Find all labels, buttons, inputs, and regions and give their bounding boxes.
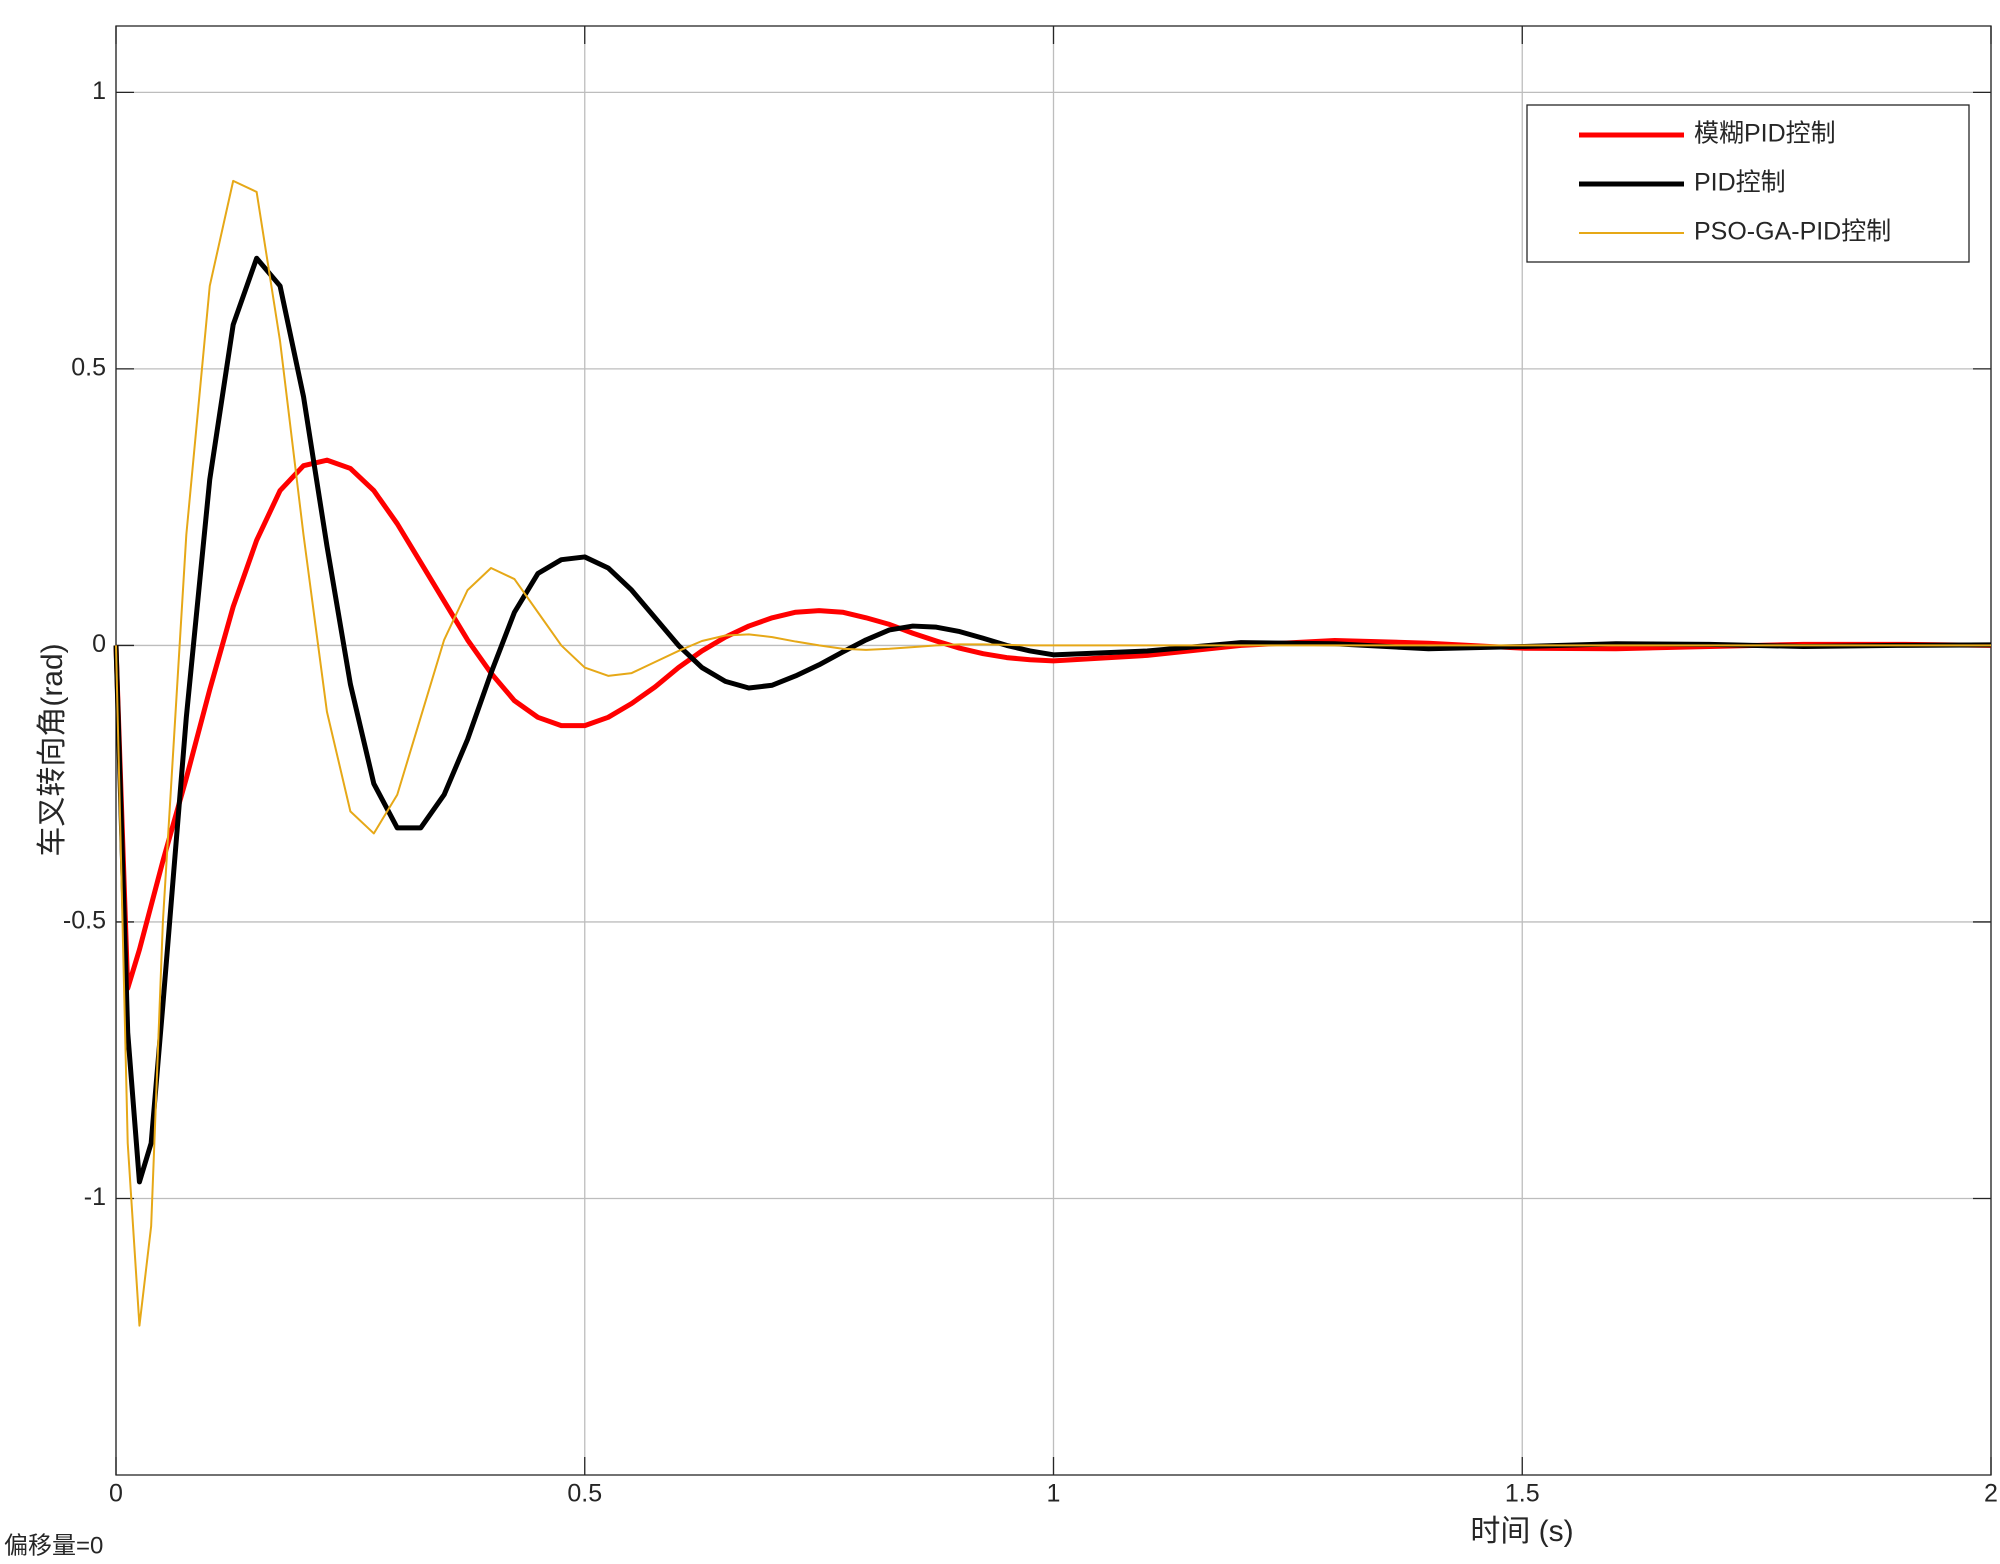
x-tick-label: 1.5 bbox=[1505, 1480, 1540, 1508]
y-tick-label: 0 bbox=[92, 630, 106, 658]
x-tick-label: 1 bbox=[1047, 1480, 1061, 1508]
annotation: 偏移量=0 bbox=[4, 1532, 103, 1559]
x-tick-label: 0 bbox=[109, 1480, 123, 1508]
plot-frame bbox=[115, 25, 1992, 1476]
x-tick-label: 0.5 bbox=[567, 1480, 602, 1508]
y-tick-label: 0.5 bbox=[71, 354, 106, 382]
line-series bbox=[115, 179, 1991, 1327]
y-tick-label: 1 bbox=[92, 77, 106, 105]
x-tick-label: 2 bbox=[1984, 1480, 1998, 1508]
line-series bbox=[113, 255, 1992, 1185]
legend-label: 模糊PID控制 bbox=[1694, 120, 1836, 148]
legend-label: PID控制 bbox=[1694, 169, 1786, 197]
y-tick-label: -1 bbox=[84, 1183, 106, 1211]
legend-label: PSO-GA-PID控制 bbox=[1694, 218, 1891, 246]
x-axis-label: 时间 (s) bbox=[1470, 1515, 1573, 1548]
y-axis-label: 车叉转向角(rad) bbox=[36, 643, 69, 856]
y-tick-label: -0.5 bbox=[63, 907, 106, 935]
line-series bbox=[113, 457, 1992, 991]
